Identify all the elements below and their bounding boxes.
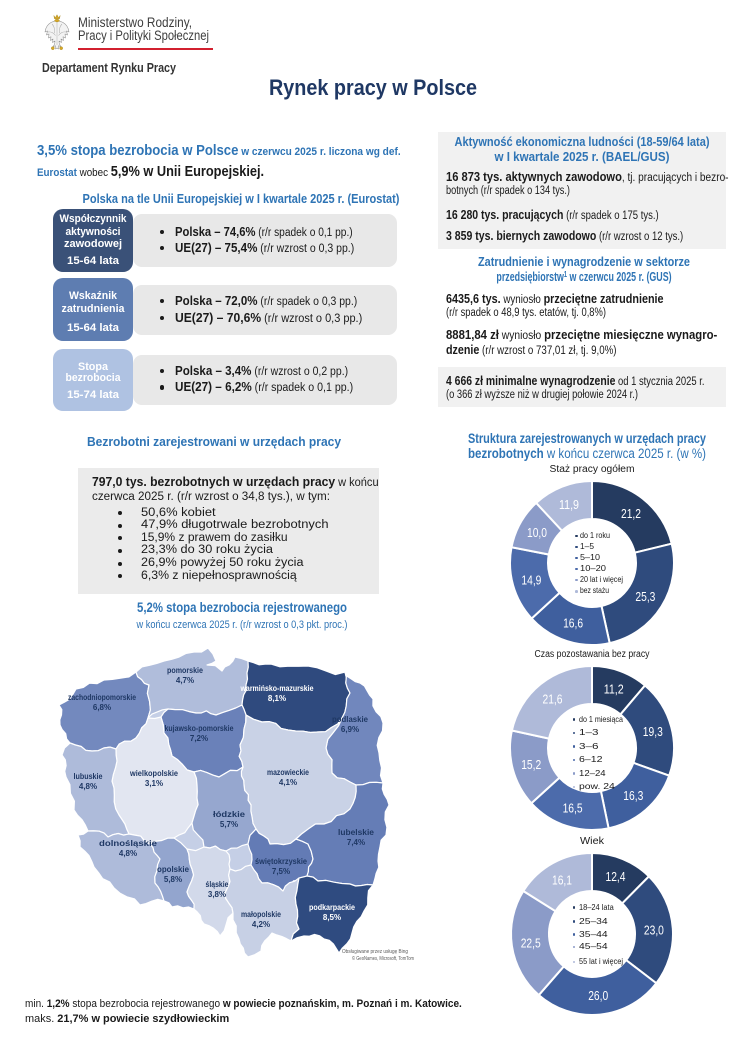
svg-text:12,4: 12,4 xyxy=(606,869,626,884)
svg-text:16,5: 16,5 xyxy=(563,801,583,816)
svg-text:lubuskie: lubuskie xyxy=(74,772,103,781)
svg-text:kujawsko-pomorskie: kujawsko-pomorskie xyxy=(165,724,234,733)
svg-text:15,2: 15,2 xyxy=(521,757,541,772)
svg-text:4,8%: 4,8% xyxy=(79,782,97,791)
svg-text:8,5%: 8,5% xyxy=(323,913,341,922)
svg-text:16,3: 16,3 xyxy=(623,788,643,803)
svg-text:małopolskie: małopolskie xyxy=(241,910,281,919)
svg-text:dolnośląskie: dolnośląskie xyxy=(99,839,158,848)
svg-text:16,1: 16,1 xyxy=(552,872,572,887)
svg-text:4,8%: 4,8% xyxy=(119,849,137,858)
svg-text:lubelskie: lubelskie xyxy=(338,828,375,837)
svg-text:6,8%: 6,8% xyxy=(93,703,111,712)
svg-text:5,7%: 5,7% xyxy=(220,820,238,829)
svg-text:łódzkie: łódzkie xyxy=(213,810,246,819)
svg-text:podlaskie: podlaskie xyxy=(332,715,369,724)
svg-text:19,3: 19,3 xyxy=(643,724,663,739)
svg-text:6,9%: 6,9% xyxy=(341,725,359,734)
svg-text:26,0: 26,0 xyxy=(588,988,608,1003)
svg-text:7,2%: 7,2% xyxy=(190,734,208,743)
svg-text:11,9: 11,9 xyxy=(559,497,579,512)
svg-text:11,2: 11,2 xyxy=(604,681,624,696)
svg-text:5,8%: 5,8% xyxy=(164,875,182,884)
svg-text:warmińsko-mazurskie: warmińsko-mazurskie xyxy=(240,684,314,693)
svg-text:22,5: 22,5 xyxy=(521,936,541,951)
svg-text:23,0: 23,0 xyxy=(644,922,664,937)
svg-text:świętokrzyskie: świętokrzyskie xyxy=(255,857,307,866)
svg-text:zachodniopomorskie: zachodniopomorskie xyxy=(68,693,136,702)
svg-text:4,1%: 4,1% xyxy=(279,778,297,787)
svg-text:podkarpackie: podkarpackie xyxy=(309,903,355,912)
svg-text:7,5%: 7,5% xyxy=(272,867,290,876)
svg-text:4,2%: 4,2% xyxy=(252,920,270,929)
svg-text:21,6: 21,6 xyxy=(543,692,563,707)
svg-text:8,1%: 8,1% xyxy=(268,694,286,703)
svg-text:3,8%: 3,8% xyxy=(208,890,226,899)
svg-text:4,7%: 4,7% xyxy=(176,676,194,685)
svg-text:16,6: 16,6 xyxy=(563,616,583,631)
svg-text:14,9: 14,9 xyxy=(521,573,541,588)
svg-text:wielkopolskie: wielkopolskie xyxy=(129,769,178,778)
svg-text:25,3: 25,3 xyxy=(635,589,655,604)
svg-text:21,2: 21,2 xyxy=(621,506,641,521)
svg-text:opolskie: opolskie xyxy=(157,865,190,874)
svg-text:7,4%: 7,4% xyxy=(347,838,365,847)
svg-text:śląskie: śląskie xyxy=(206,880,229,889)
svg-text:pomorskie: pomorskie xyxy=(167,666,203,675)
svg-text:3,1%: 3,1% xyxy=(145,779,163,788)
svg-text:mazowieckie: mazowieckie xyxy=(267,768,309,777)
svg-text:10,0: 10,0 xyxy=(527,525,547,540)
